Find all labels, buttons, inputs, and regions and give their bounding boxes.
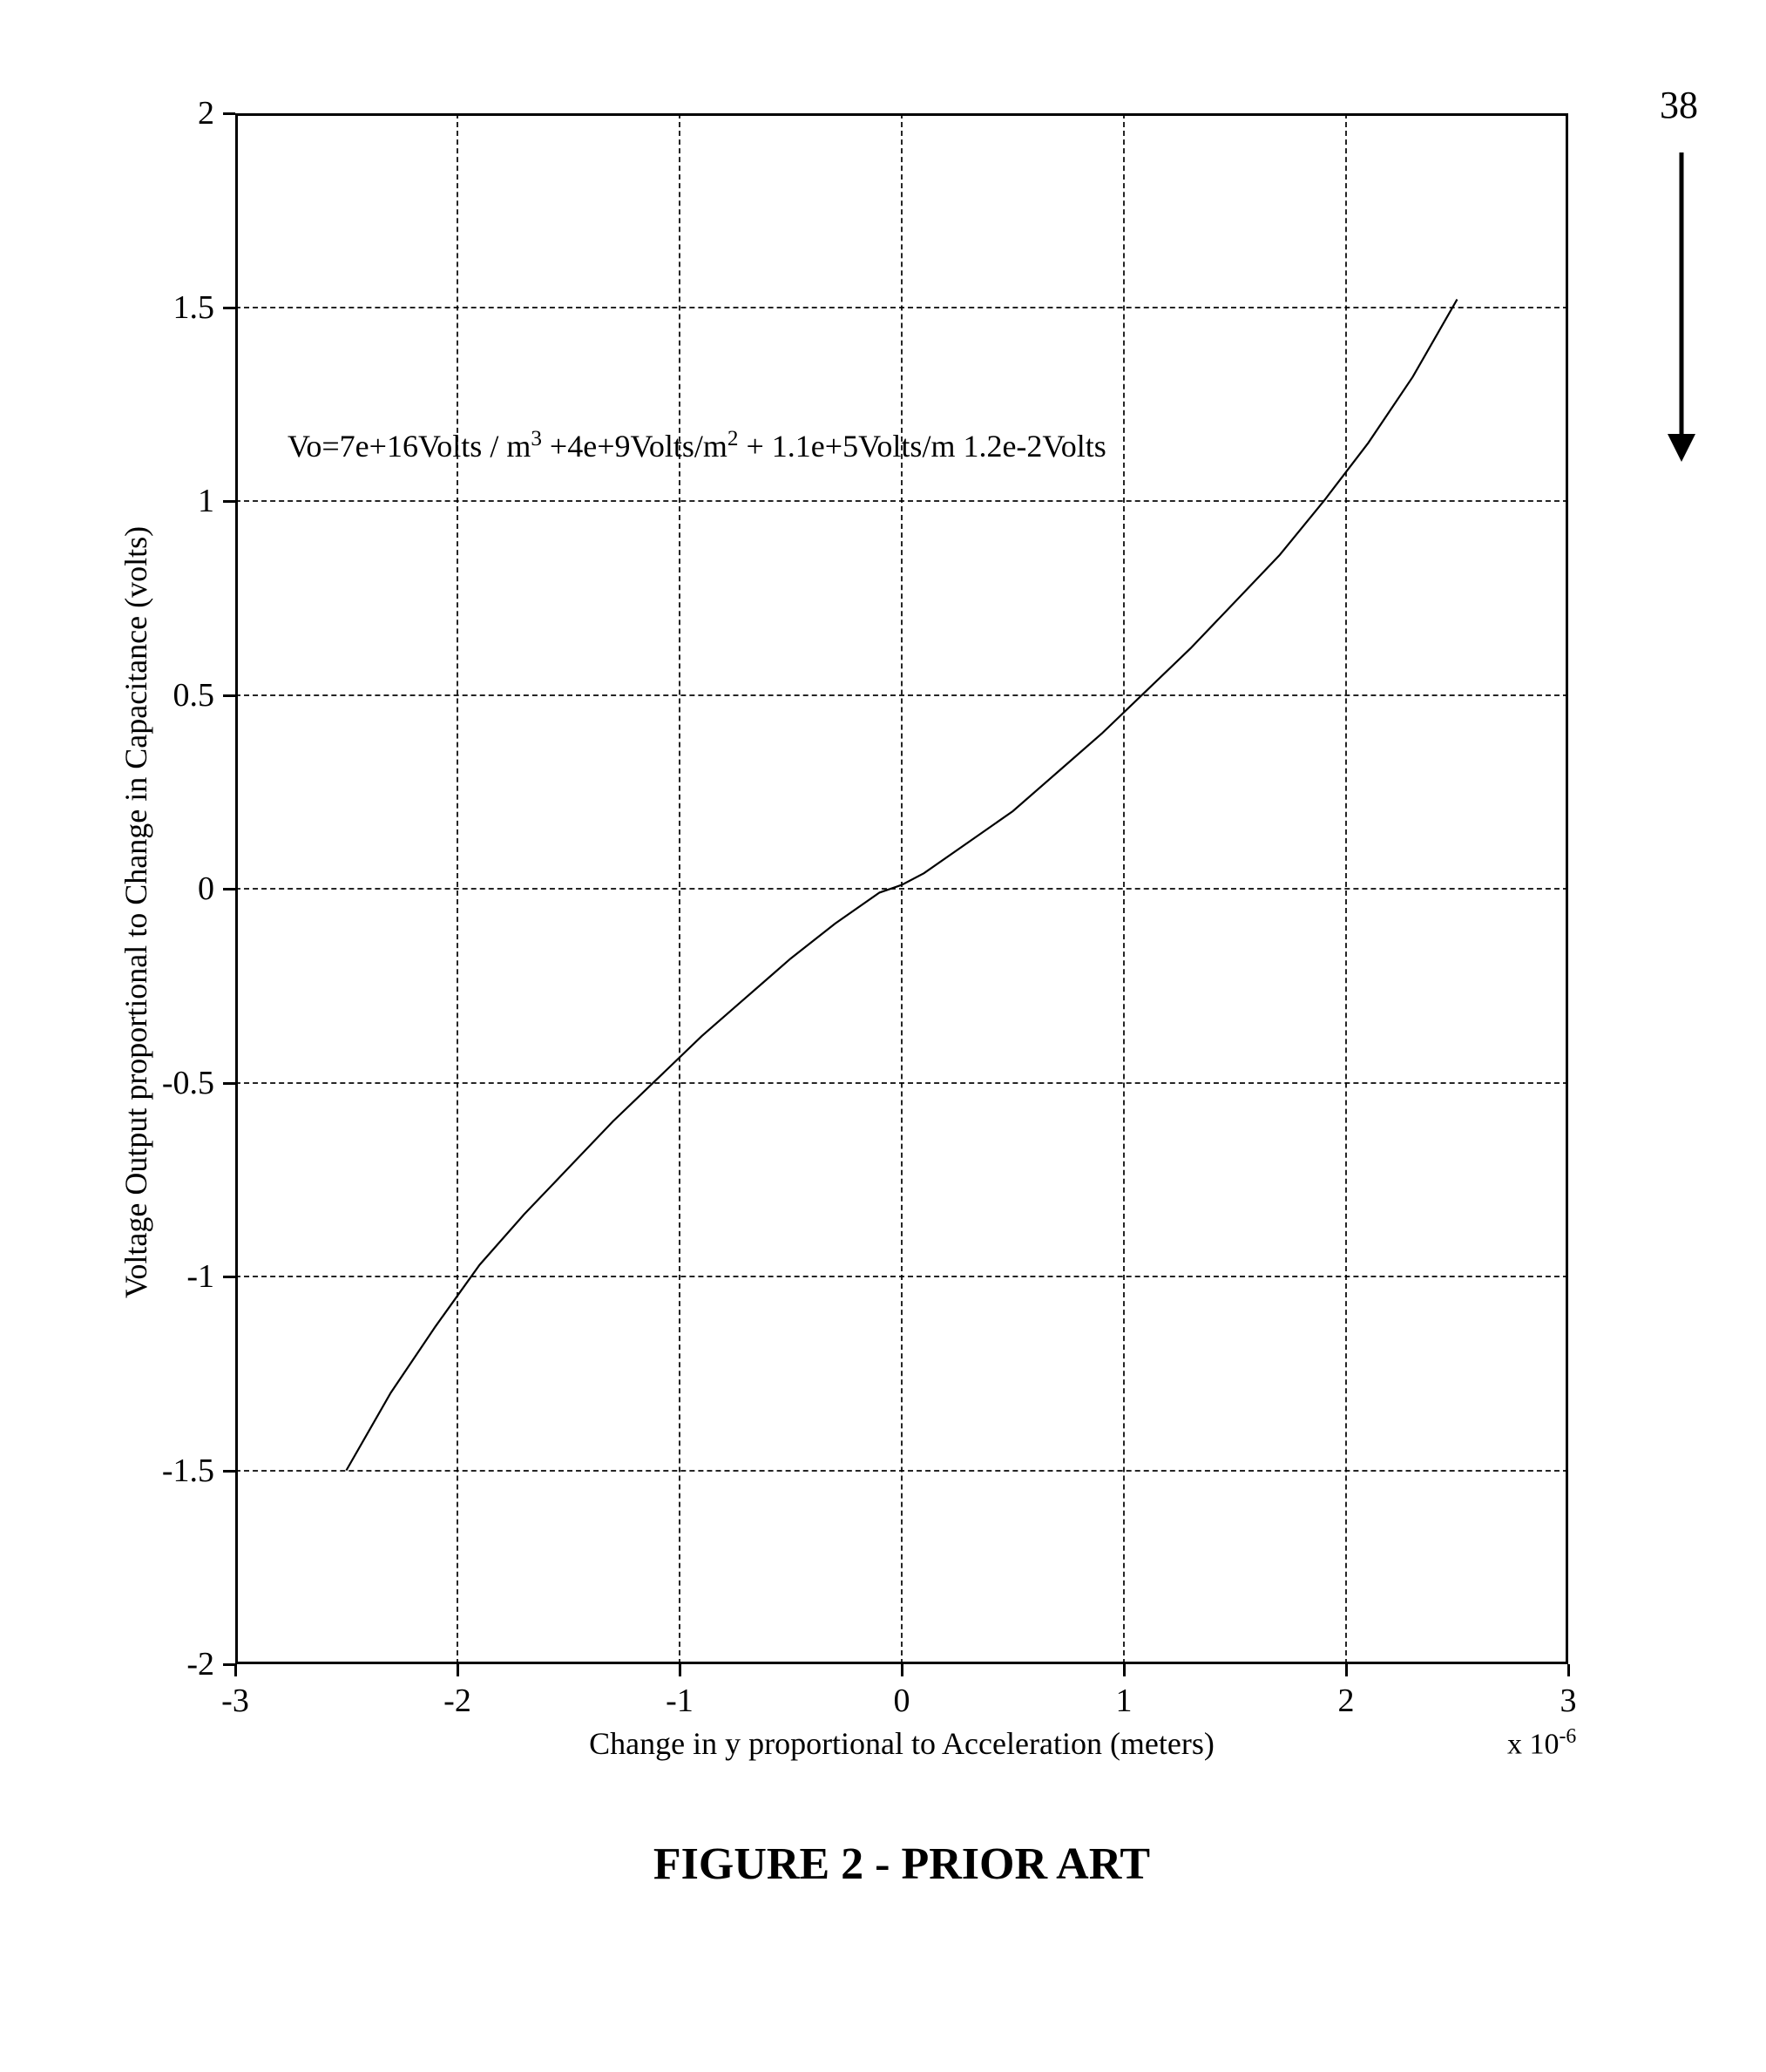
page: -3-2-10123-2-1.5-1-0.500.511.52 Voltage … (0, 0, 1766, 2072)
figure-caption: FIGURE 2 - PRIOR ART (653, 1838, 1150, 1890)
callout-arrow (0, 0, 1766, 2072)
